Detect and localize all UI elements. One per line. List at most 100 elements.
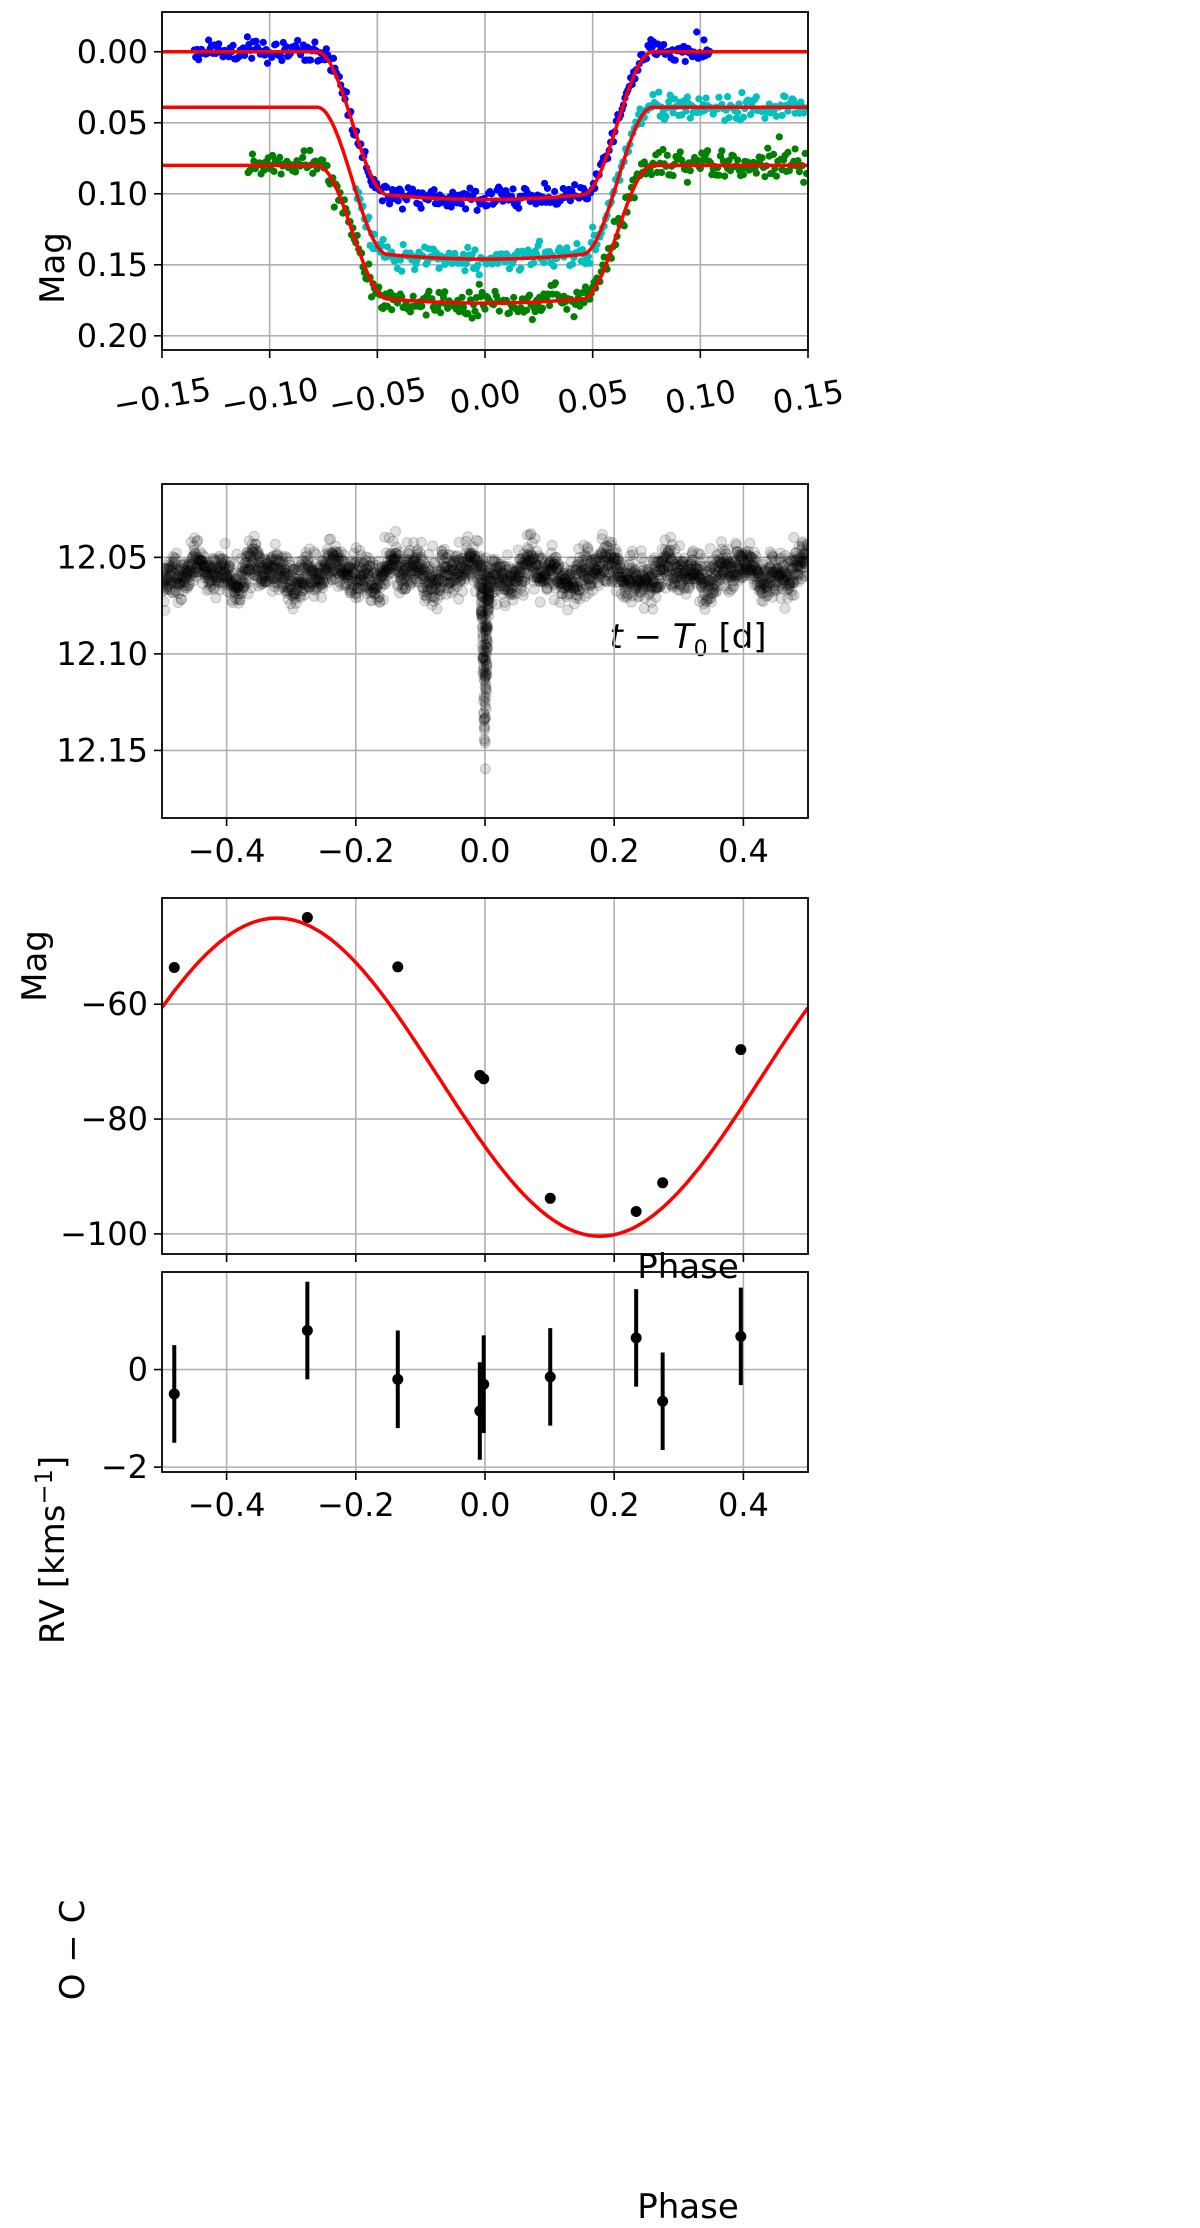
- data-point: [403, 561, 415, 573]
- data-point: [259, 38, 267, 46]
- data-point: [188, 566, 200, 578]
- data-point: [323, 547, 335, 559]
- data-point: [320, 564, 332, 576]
- data-point: [328, 552, 340, 564]
- data-point: [227, 582, 239, 594]
- data-point: [291, 168, 300, 176]
- series-scatter: [352, 88, 808, 279]
- data-point: [163, 561, 175, 573]
- data-point: [182, 567, 194, 579]
- data-point: [285, 584, 297, 596]
- data-point: [407, 567, 419, 579]
- data-point: [187, 551, 199, 563]
- data-point: [184, 564, 196, 576]
- data-point: [237, 569, 249, 581]
- x-tick-label: −0.15: [111, 370, 214, 424]
- data-point: [175, 562, 187, 574]
- data-point: [331, 560, 343, 572]
- data-point: [300, 579, 312, 591]
- data-point: [341, 569, 353, 581]
- data-point: [464, 309, 472, 318]
- data-point: [270, 549, 282, 561]
- data-point: [200, 568, 212, 580]
- data-point: [310, 558, 322, 570]
- data-point: [301, 568, 313, 580]
- data-point: [459, 303, 468, 311]
- data-point: [280, 581, 292, 593]
- data-point: [208, 583, 220, 595]
- data-point: [385, 562, 397, 574]
- data-point: [167, 551, 179, 563]
- data-point: [412, 544, 424, 556]
- data-point: [404, 568, 416, 580]
- data-point: [388, 564, 400, 576]
- data-point: [374, 565, 386, 577]
- data-point: [344, 584, 356, 596]
- data-point: [474, 312, 482, 320]
- data-point: [395, 569, 407, 581]
- data-point: [221, 571, 233, 583]
- data-point: [791, 145, 799, 153]
- data-point: [193, 552, 205, 564]
- data-point: [271, 572, 283, 584]
- data-point: [376, 570, 388, 582]
- data-point: [330, 556, 342, 568]
- data-point: [468, 314, 476, 322]
- data-point: [725, 114, 733, 122]
- data-point: [311, 573, 323, 585]
- data-point: [170, 584, 182, 596]
- data-point: [270, 575, 282, 587]
- data-point: [174, 577, 186, 589]
- data-point: [256, 573, 268, 585]
- data-point: [279, 567, 291, 579]
- data-point: [194, 558, 206, 570]
- data-point: [318, 567, 330, 579]
- data-point: [417, 582, 429, 594]
- data-point: [409, 292, 417, 300]
- data-point: [431, 603, 443, 615]
- data-point: [254, 556, 266, 568]
- data-point: [311, 38, 319, 46]
- data-point: [378, 565, 390, 577]
- data-point: [258, 566, 270, 578]
- data-point: [289, 587, 301, 599]
- data-point: [273, 563, 285, 575]
- data-point: [227, 568, 239, 580]
- data-point: [383, 243, 391, 251]
- data-point: [205, 562, 217, 574]
- data-point: [185, 562, 197, 574]
- data-point: [361, 577, 373, 589]
- data-point: [165, 574, 177, 586]
- data-point: [344, 561, 356, 573]
- data-point: [289, 588, 301, 600]
- data-point: [316, 591, 328, 603]
- data-point: [800, 178, 808, 186]
- data-point: [200, 571, 212, 583]
- data-point: [191, 560, 203, 572]
- data-point: [223, 574, 235, 586]
- data-point: [304, 581, 316, 593]
- data-point: [208, 569, 220, 581]
- data-point: [162, 583, 173, 595]
- data-point: [324, 561, 336, 573]
- data-point: [715, 93, 723, 101]
- data-point: [419, 595, 431, 607]
- data-point: [243, 33, 252, 41]
- data-point: [322, 549, 334, 561]
- data-point: [509, 185, 517, 193]
- data-point: [471, 246, 479, 254]
- dip-point: [480, 619, 492, 631]
- y-tick-label: −2: [101, 1448, 148, 1486]
- data-point: [193, 555, 205, 567]
- data-point: [277, 572, 289, 584]
- data-point: [364, 560, 376, 572]
- data-point: [307, 563, 319, 575]
- data-point: [291, 588, 303, 600]
- data-point: [192, 557, 204, 569]
- data-point: [351, 573, 363, 585]
- data-point: [359, 568, 371, 580]
- data-point: [218, 565, 230, 577]
- data-point: [265, 551, 277, 563]
- data-point: [234, 594, 246, 606]
- data-point: [202, 577, 214, 589]
